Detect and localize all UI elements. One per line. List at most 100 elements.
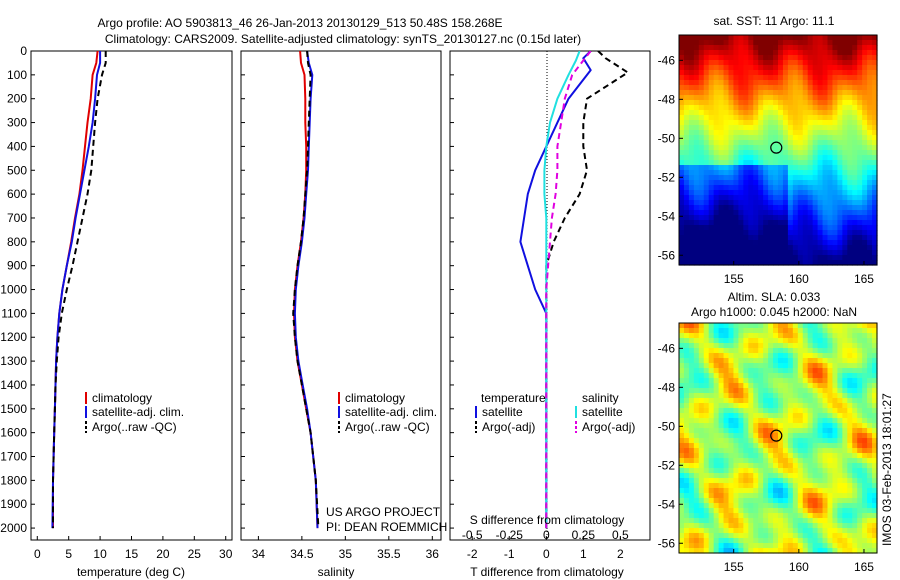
heatmap-cell <box>753 548 759 554</box>
heatmap-cell <box>688 533 695 539</box>
heatmap-cell <box>679 175 685 181</box>
heatmap-cell <box>857 523 863 529</box>
heatmap-cell <box>688 85 695 91</box>
heatmap-cell <box>698 175 705 181</box>
lon-tick-label: 165 <box>854 560 874 574</box>
heatmap-cell <box>852 185 858 191</box>
heatmap-cell <box>753 65 759 71</box>
heatmap-cell <box>703 448 710 454</box>
heatmap-cell <box>743 353 749 359</box>
heatmap-cell <box>817 478 824 484</box>
heatmap-cell <box>778 508 784 514</box>
heatmap-cell <box>852 373 858 379</box>
heatmap-cell <box>847 423 853 429</box>
heatmap-cell <box>708 343 715 349</box>
heatmap-cell <box>847 478 853 484</box>
heatmap-cell <box>758 40 764 46</box>
heatmap-cell <box>847 110 853 116</box>
heatmap-cell <box>753 473 759 479</box>
heatmap-cell <box>787 220 794 226</box>
heatmap-cell <box>852 503 858 509</box>
heatmap-cell <box>738 95 744 101</box>
heatmap-cell <box>713 353 720 359</box>
heatmap-cell <box>867 140 873 146</box>
heatmap-cell <box>748 333 754 339</box>
heatmap-cell <box>822 65 829 71</box>
heatmap-cell <box>782 518 789 524</box>
heatmap-cell <box>688 45 695 51</box>
heatmap-cell <box>679 338 685 344</box>
heatmap-cell <box>718 493 725 499</box>
heatmap-cell <box>728 50 735 56</box>
heatmap-cell <box>708 245 715 251</box>
heatmap-cell <box>792 363 799 369</box>
heatmap-cell <box>872 348 878 354</box>
heatmap-cell <box>792 220 799 226</box>
heatmap-cell <box>723 205 730 211</box>
heatmap-cell <box>748 170 754 176</box>
heatmap-cell <box>847 220 853 226</box>
heatmap-cell <box>867 483 873 489</box>
heatmap-cell <box>832 195 838 201</box>
heatmap-cell <box>842 383 848 389</box>
heatmap-cell <box>867 75 873 81</box>
heatmap-cell <box>802 55 809 61</box>
heatmap-cell <box>738 225 744 231</box>
heatmap-cell <box>852 60 858 66</box>
heatmap-cell <box>837 353 843 359</box>
heatmap-cell <box>802 140 809 146</box>
heatmap-cell <box>862 130 868 136</box>
heatmap-cell <box>782 135 789 141</box>
heatmap-cell <box>812 240 819 246</box>
heatmap-cell <box>787 95 794 101</box>
heatmap-cell <box>728 170 735 176</box>
heatmap-cell <box>748 175 754 181</box>
heatmap-cell <box>703 260 710 266</box>
heatmap-cell <box>872 473 878 479</box>
heatmap-cell <box>693 508 700 514</box>
heatmap-cell <box>753 528 759 534</box>
heatmap-cell <box>857 95 863 101</box>
heatmap-cell <box>713 363 720 369</box>
heatmap-cell <box>787 80 794 86</box>
heatmap-cell <box>713 225 720 231</box>
heatmap-cell <box>718 255 725 261</box>
heatmap-cell <box>718 120 725 126</box>
heatmap-cell <box>703 95 710 101</box>
heatmap-cell <box>832 135 838 141</box>
heatmap-cell <box>773 358 779 364</box>
heatmap-cell <box>867 348 873 354</box>
heatmap-cell <box>679 215 685 221</box>
heatmap-cell <box>708 120 715 126</box>
heatmap-cell <box>718 393 725 399</box>
heatmap-cell <box>683 140 690 146</box>
heatmap-cell <box>723 493 730 499</box>
heatmap-cell <box>738 135 744 141</box>
heatmap-cell <box>812 250 819 256</box>
heatmap-cell <box>792 418 799 424</box>
heatmap-cell <box>768 458 774 464</box>
heatmap-cell <box>758 195 764 201</box>
heatmap-cell <box>792 120 799 126</box>
heatmap-cell <box>743 130 749 136</box>
heatmap-cell <box>763 65 769 71</box>
heatmap-cell <box>802 518 809 524</box>
heatmap-cell <box>862 333 868 339</box>
heatmap-cell <box>723 378 730 384</box>
heatmap-cell <box>758 200 764 206</box>
heatmap-cell <box>763 75 769 81</box>
heatmap-cell <box>723 468 730 474</box>
heatmap-cell <box>679 373 685 379</box>
heatmap-cell <box>827 503 834 509</box>
heatmap-cell <box>812 333 819 339</box>
heatmap-cell <box>768 398 774 404</box>
heatmap-cell <box>852 175 858 181</box>
heatmap-cell <box>753 155 759 161</box>
heatmap-cell <box>822 518 829 524</box>
heatmap-cell <box>807 353 814 359</box>
x2-tick-label: 0.5 <box>612 528 629 542</box>
heatmap-cell <box>753 413 759 419</box>
heatmap-cell <box>807 483 814 489</box>
heatmap-cell <box>733 388 739 394</box>
heatmap-cell <box>748 35 754 41</box>
